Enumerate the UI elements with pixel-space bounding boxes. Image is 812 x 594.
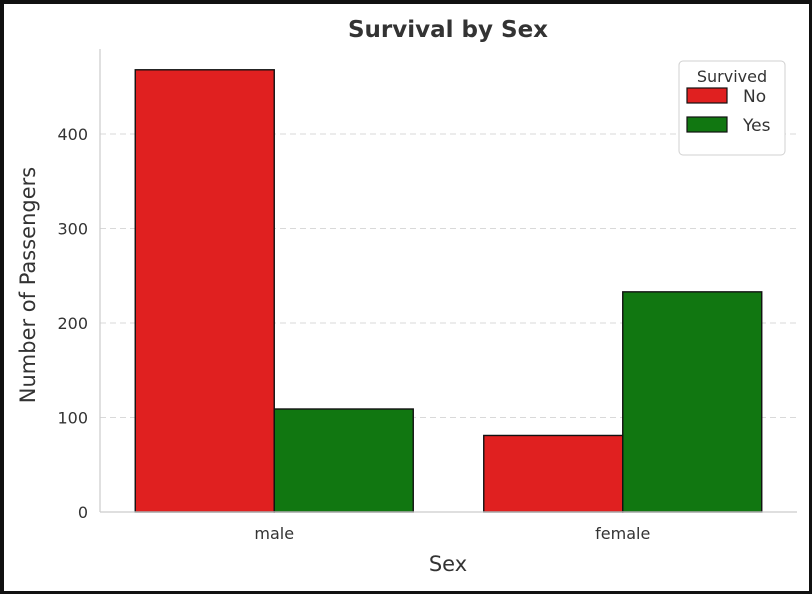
legend-swatch-yes	[686, 116, 728, 133]
chart-figure: 0 100 200 300 400 male female Survival by Sex …	[4, 4, 809, 591]
y-tick-label: 400	[57, 125, 88, 144]
x-tick-label: female	[595, 524, 650, 543]
x-axis-label: Sex	[429, 552, 467, 576]
bar-male-yes	[273, 408, 414, 513]
y-tick-label: 300	[57, 220, 88, 239]
bar-female-no	[483, 434, 624, 513]
legend-title: Survived	[697, 67, 767, 86]
chart-title: Survival by Sex	[348, 17, 548, 43]
bar-female-yes	[622, 291, 763, 513]
legend-label-yes: Yes	[742, 116, 771, 136]
x-tick-label: male	[254, 524, 294, 543]
bars	[134, 69, 763, 513]
legend-swatch-no	[686, 87, 728, 104]
legend-items: No Yes	[686, 87, 771, 136]
bar-male-no	[134, 69, 275, 513]
tick-labels: 0 100 200 300 400 male female	[57, 125, 650, 543]
y-tick-label: 0	[78, 503, 88, 522]
axes	[99, 49, 797, 513]
legend: Survived No Yes	[678, 60, 786, 156]
y-tick-label: 200	[57, 314, 88, 333]
y-tick-label: 100	[57, 409, 88, 428]
legend-label-no: No	[743, 87, 766, 107]
y-axis-label: Number of Passengers	[16, 167, 40, 403]
